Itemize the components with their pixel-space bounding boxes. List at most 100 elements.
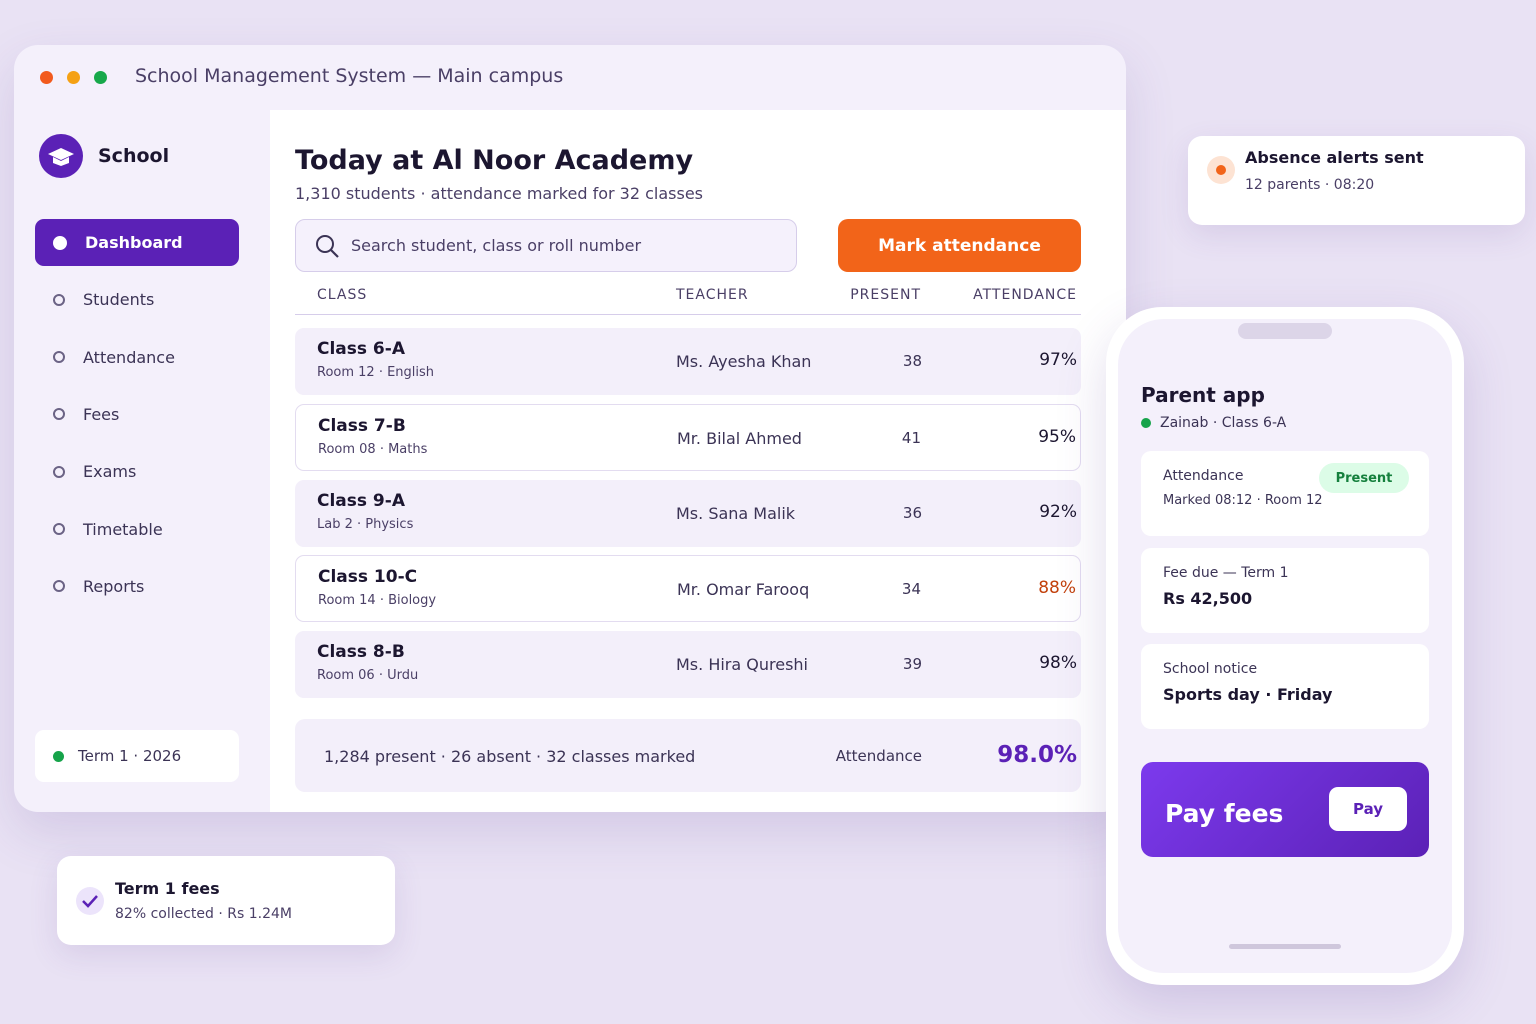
column-header: ATTENDANCE	[973, 287, 1077, 303]
notch	[1238, 323, 1332, 339]
phone-frame: Parent app Zainab · Class 6-A Attendance…	[1106, 307, 1464, 985]
column-header: PRESENT	[850, 287, 921, 303]
info-card: Attendance Marked 08:12 · Room 12 Present	[1141, 451, 1429, 536]
page-subtitle: 1,310 students · attendance marked for 3…	[295, 184, 703, 203]
phone-title: Parent app	[1141, 383, 1265, 407]
pay-button[interactable]: Pay	[1329, 787, 1407, 831]
table-row[interactable]: Class 10-C Room 14 · Biology Mr. Omar Faro…	[295, 555, 1081, 623]
class-name: Class 8-B	[317, 642, 405, 663]
attendance-rate: 92%	[1039, 501, 1077, 522]
class-room: Room 08 · Maths	[318, 441, 428, 457]
card-label: School notice	[1163, 661, 1258, 677]
alert-icon	[1207, 156, 1235, 184]
card-value: Marked 08:12 · Room 12	[1163, 493, 1323, 508]
teacher-name: Ms. Sana Malik	[676, 503, 796, 523]
teacher-name: Ms. Ayesha Khan	[676, 352, 812, 371]
nav-item[interactable]: Fees	[35, 391, 239, 438]
window-title: School Management System — Main campus	[135, 65, 564, 87]
present-count: 36	[902, 503, 922, 522]
student-label: Zainab · Class 6-A	[1160, 415, 1287, 431]
search-box[interactable]: Search student, class or roll number	[295, 219, 797, 272]
class-name: Class 6-A	[317, 339, 405, 359]
status-dot	[53, 750, 64, 762]
alert-title: Absence alerts sent	[1245, 148, 1424, 167]
present-count: 41	[901, 428, 921, 447]
summary-bar: 1,284 present · 26 absent · 32 classes m…	[295, 719, 1081, 792]
table-row[interactable]: Class 8-B Room 06 · Urdu Ms. Hira Qureshi 3…	[295, 631, 1081, 699]
fees-toast: Term 1 fees 82% collected · Rs 1.24M	[57, 856, 395, 945]
nav-icon	[53, 465, 65, 478]
close-dot[interactable]	[40, 71, 53, 84]
class-room: Room 12 · English	[317, 365, 435, 380]
card-label: Fee due — Term 1	[1163, 564, 1289, 581]
header-divider	[295, 314, 1081, 315]
maximize-dot[interactable]	[94, 71, 107, 84]
class-name: Class 10-C	[318, 567, 418, 588]
card-value: Rs 42,500	[1163, 588, 1253, 608]
nav-label: Students	[83, 290, 155, 310]
nav-item[interactable]: Attendance	[35, 334, 239, 381]
nav-label: Exams	[83, 462, 137, 482]
nav-icon	[53, 408, 65, 421]
summary-text: 1,284 present · 26 absent · 32 classes m…	[324, 747, 696, 766]
status-dot	[1141, 418, 1151, 428]
nav-item[interactable]: Students	[35, 276, 239, 323]
attendance-rate: 97%	[1039, 350, 1077, 370]
nav-item[interactable]: Timetable	[35, 506, 239, 553]
student-line: Zainab · Class 6-A	[1141, 415, 1286, 431]
attendance-rate: 88%	[1038, 578, 1076, 599]
toast-detail: 82% collected · Rs 1.24M	[115, 906, 292, 922]
card-value: Sports day · Friday	[1163, 685, 1333, 704]
info-card: Fee due — Term 1 Rs 42,500	[1141, 547, 1429, 633]
nav-item[interactable]: Exams	[35, 448, 239, 495]
check-icon	[76, 887, 104, 915]
info-card: School notice Sports day · Friday	[1141, 644, 1429, 729]
search-placeholder: Search student, class or roll number	[351, 236, 642, 255]
column-header: CLASS	[317, 287, 368, 303]
table-row[interactable]: Class 7-B Room 08 · Maths Mr. Bilal Ahmed 4…	[295, 403, 1081, 471]
class-name: Class 7-B	[318, 415, 406, 436]
table-row[interactable]: Class 6-A Room 12 · English Ms. Ayesha Kha…	[295, 328, 1081, 395]
brand-icon	[39, 134, 83, 178]
term-box: Term 1 · 2026	[35, 730, 239, 782]
class-room: Lab 2 · Physics	[317, 516, 414, 532]
nav-label: Dashboard	[85, 233, 183, 252]
attendance-rate: 98%	[1039, 653, 1077, 674]
minimize-dot[interactable]	[67, 71, 80, 84]
class-room: Room 06 · Urdu	[317, 668, 419, 684]
class-name: Class 9-A	[317, 490, 405, 511]
nav-icon	[53, 293, 65, 306]
search-icon	[316, 234, 339, 258]
pay-card: Pay fees Pay	[1141, 762, 1429, 857]
table-row[interactable]: Class 9-A Lab 2 · Physics Ms. Sana Malik 36…	[295, 479, 1081, 547]
class-room: Room 14 · Biology	[318, 593, 437, 609]
term-label: Term 1 · 2026	[78, 747, 182, 765]
nav-item[interactable]: Reports	[35, 563, 239, 610]
column-header: TEACHER	[676, 287, 749, 303]
nav-icon	[53, 523, 65, 535]
alert-detail: 12 parents · 08:20	[1245, 177, 1375, 193]
toast-title: Term 1 fees	[115, 879, 220, 898]
brand-name: School	[98, 145, 170, 167]
status-badge: Present	[1319, 463, 1409, 493]
mark-attendance-button[interactable]: Mark attendance	[838, 219, 1081, 272]
nav-label: Timetable	[83, 519, 163, 539]
teacher-name: Mr. Bilal Ahmed	[677, 428, 802, 448]
attendance-rate: 95%	[1038, 426, 1076, 447]
teacher-name: Ms. Hira Qureshi	[676, 655, 808, 675]
home-indicator	[1229, 944, 1341, 949]
alert-card: Absence alerts sent 12 parents · 08:20	[1188, 136, 1525, 225]
summary-label: Attendance	[835, 747, 922, 765]
phone-screen: Parent app Zainab · Class 6-A Attendance…	[1118, 319, 1452, 973]
nav-label: Fees	[83, 404, 120, 424]
present-count: 38	[902, 352, 922, 370]
app-window: School Management System — Main campus S…	[14, 45, 1126, 812]
summary-value: 98.0%	[997, 742, 1077, 768]
present-count: 34	[901, 580, 921, 599]
pay-title: Pay fees	[1165, 799, 1284, 828]
nav-icon	[53, 235, 67, 250]
nav-item[interactable]: Dashboard	[35, 219, 239, 266]
page-title: Today at Al Noor Academy	[295, 145, 694, 176]
nav-icon	[53, 351, 65, 364]
